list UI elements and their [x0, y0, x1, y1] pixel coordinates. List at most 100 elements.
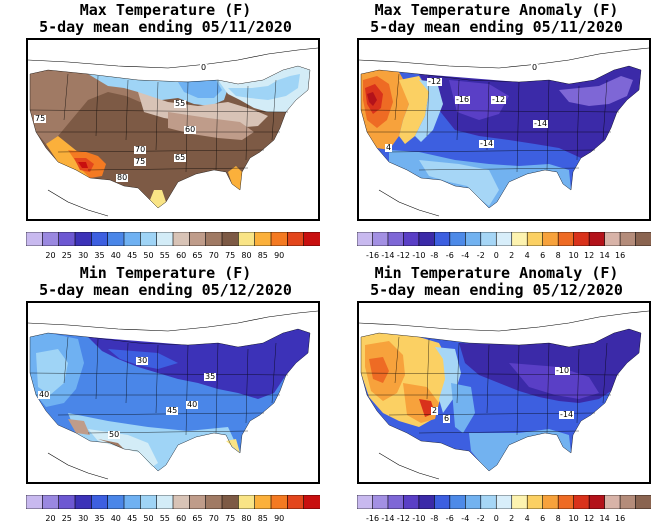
colorbar-tick-label: -16 — [365, 251, 380, 260]
colorbar-tick-label: 80 — [241, 514, 252, 523]
colorbar-tick-label: 50 — [143, 514, 154, 523]
panel-subtitle: 5-day mean ending 05/11/2020 — [370, 18, 623, 36]
colorbar-tick-label: 50 — [143, 251, 154, 260]
colorbar-swatch — [557, 495, 575, 509]
colorbar-tick-label: 2 — [509, 514, 515, 523]
colorbar-swatch — [221, 232, 240, 246]
panel-title: Min Temperature (F) — [79, 264, 252, 282]
colorbar-swatch — [205, 495, 223, 509]
colorbar-tick-label: 40 — [110, 251, 121, 260]
panel-subtitle: 5-day mean ending 05/12/2020 — [370, 281, 623, 299]
colorbar-swatch — [403, 495, 420, 509]
colorbar-swatch — [238, 495, 256, 509]
colorbar-swatch — [495, 495, 513, 509]
contour-label: 0 — [200, 63, 208, 72]
colorbar-tick-label: -6 — [445, 514, 454, 523]
colorbar-swatch — [449, 495, 467, 509]
colorbar-swatch — [140, 232, 158, 246]
colorbar-swatch — [156, 232, 174, 246]
colorbar-tick-label: 4 — [524, 514, 530, 523]
contour-label: 4 — [385, 143, 393, 152]
panel-max-temperature-anomaly: Max Temperature Anomaly (F) 5-day mean e… — [331, 0, 662, 263]
colorbar-tick-label: 20 — [45, 251, 56, 260]
colorbar-tick-label: 25 — [61, 251, 72, 260]
colorbar-tick-label: -10 — [412, 251, 426, 260]
colorbar-swatch — [205, 232, 223, 246]
colorbar-tick-label: 6 — [540, 251, 546, 260]
colorbar-swatch — [480, 232, 498, 246]
colorbar-tick-label: 65 — [192, 251, 203, 260]
colorbar-tick-label: 0 — [493, 514, 499, 523]
colorbar-tick-label: 0 — [493, 251, 499, 260]
colorbar-tick-label: 14 — [599, 514, 610, 523]
colorbar-tick-label: -16 — [365, 514, 380, 523]
colorbar-swatch — [357, 495, 374, 509]
colorbar-swatch — [221, 495, 240, 509]
colorbar-swatch — [495, 232, 513, 246]
colorbar-swatch — [238, 232, 256, 246]
colorbar-tick-label: 6 — [540, 514, 546, 523]
colorbar-swatch — [387, 495, 405, 509]
contour-label: 35 — [204, 372, 217, 381]
colorbar-swatch — [573, 495, 590, 509]
colorbar-swatch — [254, 495, 272, 509]
colorbar-swatch — [526, 495, 544, 509]
colorbar-tick-label: 16 — [615, 251, 626, 260]
colorbar-tick-label: 70 — [208, 251, 219, 260]
contour-label: 75 — [34, 114, 47, 123]
contour-label: 60 — [184, 125, 197, 134]
colorbar-swatch — [189, 232, 207, 246]
colorbar-swatch — [511, 232, 529, 246]
colorbar-swatch — [74, 495, 93, 509]
colorbar-swatches — [26, 495, 320, 509]
colorbar-swatch — [604, 495, 621, 509]
colorbar-swatch — [635, 495, 651, 509]
colorbar-swatches — [26, 232, 320, 246]
colorbar-tick-label: -4 — [461, 251, 470, 260]
colorbar-swatch — [123, 495, 142, 509]
panel-min-temperature: Min Temperature (F) 5-day mean ending 05… — [0, 263, 331, 526]
colorbar-swatch — [270, 232, 289, 246]
colorbar-swatch — [465, 232, 482, 246]
us-map: 30 35 40 45 40 50 — [26, 301, 320, 484]
contour-label: 2 — [431, 406, 439, 415]
colorbar-tick-label: 25 — [61, 514, 72, 523]
colorbar-tick-label: 75 — [225, 251, 236, 260]
colorbar-swatch — [172, 232, 191, 246]
colorbar-swatch — [172, 495, 191, 509]
colorbar-swatch — [465, 495, 482, 509]
colorbar-tick-label: 35 — [94, 514, 105, 523]
colorbar-tick-label: 30 — [78, 514, 89, 523]
colorbar-tick-label: -14 — [381, 251, 395, 260]
contour-label: 70 — [134, 145, 147, 154]
colorbar-swatch — [573, 232, 590, 246]
contour-label: 75 — [134, 157, 147, 166]
max-anom-field — [359, 47, 649, 217]
colorbar-swatch — [588, 232, 606, 246]
colorbar-swatch — [26, 232, 44, 246]
panel-subtitle: 5-day mean ending 05/12/2020 — [39, 281, 292, 299]
colorbar-tick-label: 90 — [274, 514, 285, 523]
min-anom-field — [359, 310, 649, 480]
contour-label: 80 — [116, 173, 129, 182]
colorbar-tick-label: 16 — [615, 514, 626, 523]
colorbar-swatch — [357, 232, 374, 246]
us-map: 0 75 55 60 70 75 65 80 — [26, 38, 320, 221]
colorbar-tick-label: -14 — [381, 514, 395, 523]
contour-label: -14 — [479, 139, 495, 148]
colorbar-tick-label: -12 — [396, 514, 410, 523]
colorbar-tick-label: 65 — [192, 514, 203, 523]
contour-label: 65 — [174, 153, 187, 162]
colorbar-swatch — [58, 495, 76, 509]
colorbar-swatch — [140, 495, 158, 509]
min-temp-field — [28, 310, 318, 480]
colorbar-tick-label: -6 — [445, 251, 454, 260]
colorbar-tick-label: 12 — [584, 514, 595, 523]
colorbar-swatch — [107, 232, 125, 246]
colorbar-swatch — [91, 232, 109, 246]
contour-label: 55 — [174, 99, 187, 108]
colorbar-tick-label: -8 — [430, 514, 439, 523]
contour-label: -10 — [555, 366, 571, 375]
colorbar-tick-label: 2 — [509, 251, 515, 260]
colorbar-swatch — [511, 495, 529, 509]
